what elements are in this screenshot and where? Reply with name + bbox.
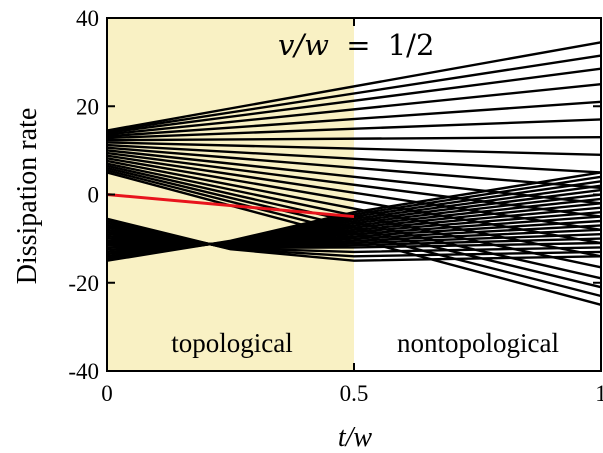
lower-band-line-20 [106, 217, 602, 262]
region-label-nontopological: nontopological [397, 328, 559, 358]
upper-band-line-10 [106, 149, 602, 205]
x-axis-label: t/w [338, 422, 373, 453]
y-tick-label: -20 [68, 271, 99, 296]
upper-band-line-9 [106, 151, 602, 218]
y-tick-label: 0 [88, 183, 100, 208]
upper-band-line-15 [106, 118, 602, 140]
y-axis-label: Dissipation rate [12, 108, 43, 285]
ratio-annotation: v/w = 1/2 [278, 28, 434, 62]
x-tick-label: 0.5 [340, 381, 369, 406]
x-tick-label: 1 [595, 381, 603, 406]
upper-band-line-14 [106, 135, 602, 142]
ratio-annotation-equals: = [346, 28, 370, 62]
upper-band-line-13 [106, 141, 602, 156]
upper-band-line-11 [106, 146, 602, 190]
series-layer [106, 41, 602, 306]
upper-band-line-17 [106, 82, 602, 136]
region-label-topological: topological [171, 328, 292, 358]
upper-band-line-20 [106, 41, 602, 132]
upper-band-line-16 [106, 100, 602, 138]
upper-band-line-19 [106, 54, 602, 133]
y-tick-label: 40 [76, 6, 99, 31]
axis-ticks [106, 17, 602, 372]
ratio-annotation-lhs: v/w [278, 28, 329, 62]
y-tick-label: 20 [76, 94, 99, 119]
upper-band-line-12 [106, 143, 602, 174]
upper-band-line-18 [106, 67, 602, 134]
upper-band-line-8 [106, 154, 602, 231]
tick-labels: 0 0.5 1 -40 -20 0 20 40 [68, 6, 603, 406]
ratio-annotation-rhs: 1/2 [388, 28, 435, 62]
x-tick-label: 0 [101, 381, 113, 406]
y-tick-label: -40 [68, 359, 99, 384]
highlight-series-line [106, 193, 355, 219]
